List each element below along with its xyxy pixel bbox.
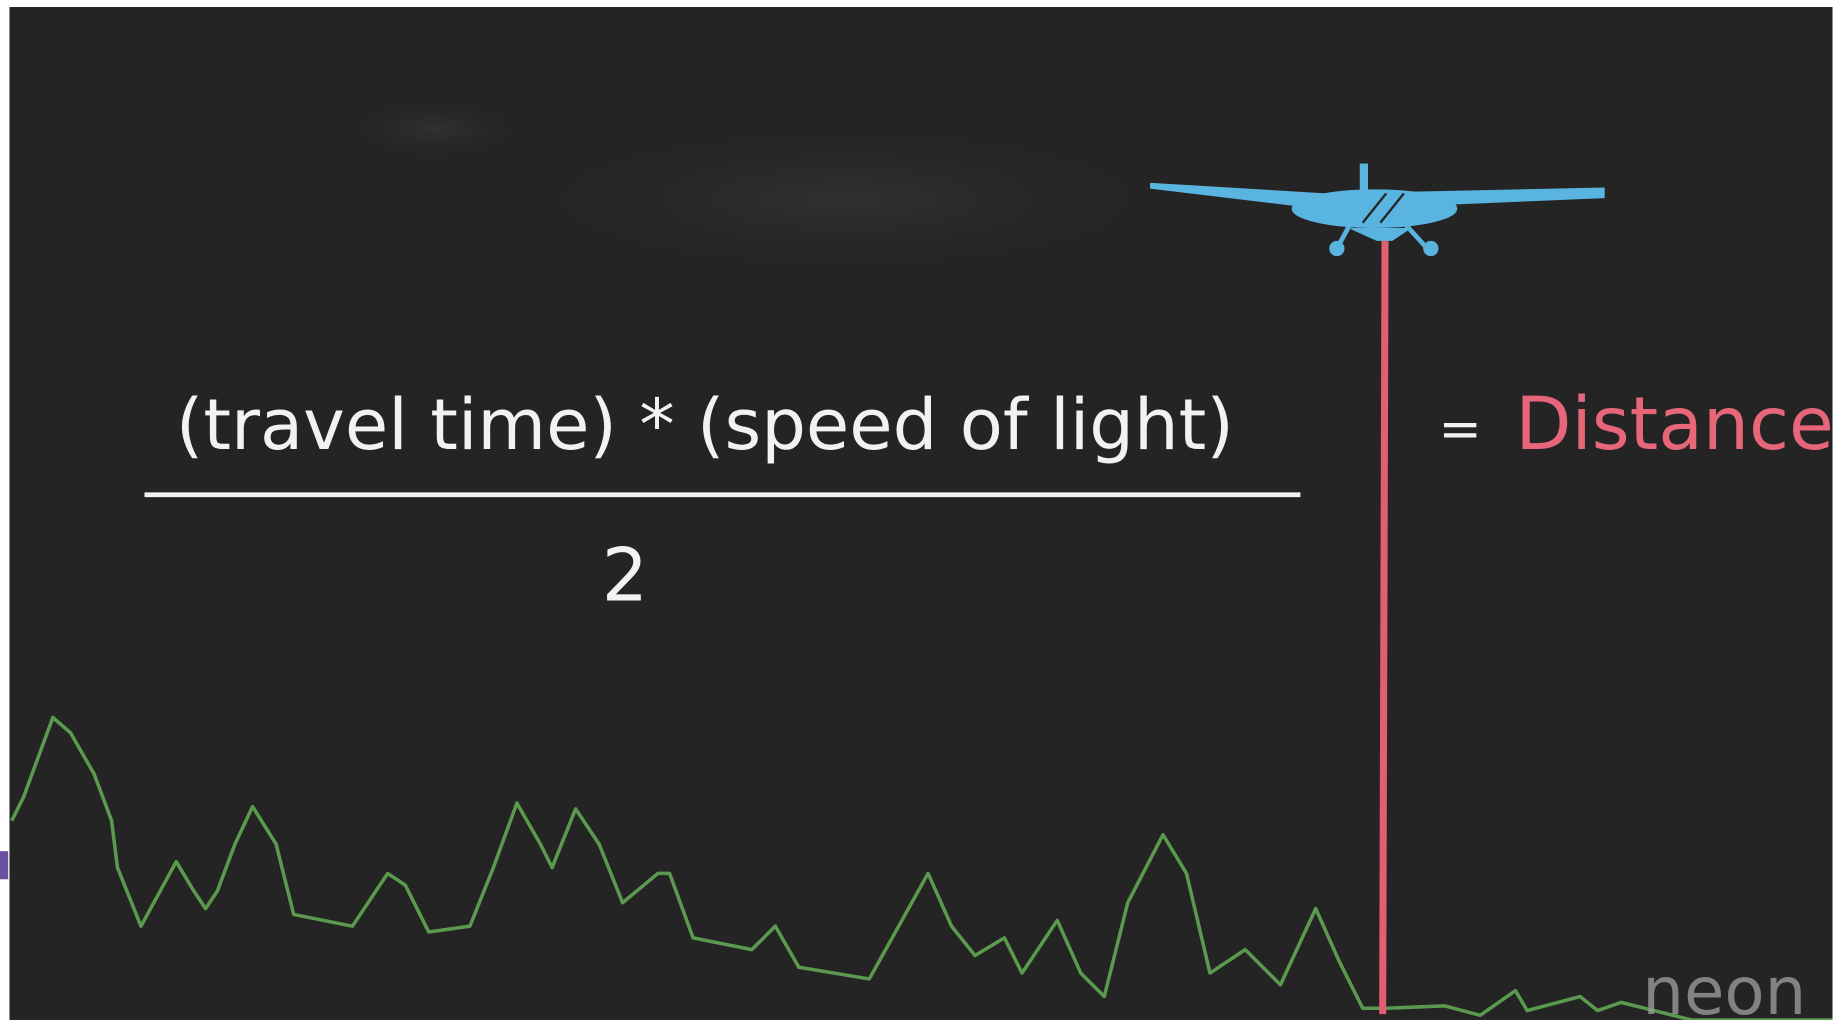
chalk-smudge (341, 94, 529, 164)
chalk-smudge (493, 117, 1198, 281)
equals-sign: = (1439, 400, 1482, 460)
side-marker (0, 851, 8, 879)
chalkboard: (travel time) * (speed of light) 2 = Dis… (9, 7, 1833, 1027)
formula-numerator: (travel time) * (speed of light) (176, 384, 1234, 466)
laser-pulse (1383, 240, 1385, 1014)
video-frame: (travel time) * (speed of light) 2 = Dis… (0, 0, 1842, 1027)
logo: neon (1642, 954, 1806, 1027)
formula-denominator: 2 (602, 533, 648, 618)
page: (travel time) * (speed of light) 2 = Dis… (0, 0, 1842, 1027)
formula-result: Distance (1515, 382, 1833, 467)
